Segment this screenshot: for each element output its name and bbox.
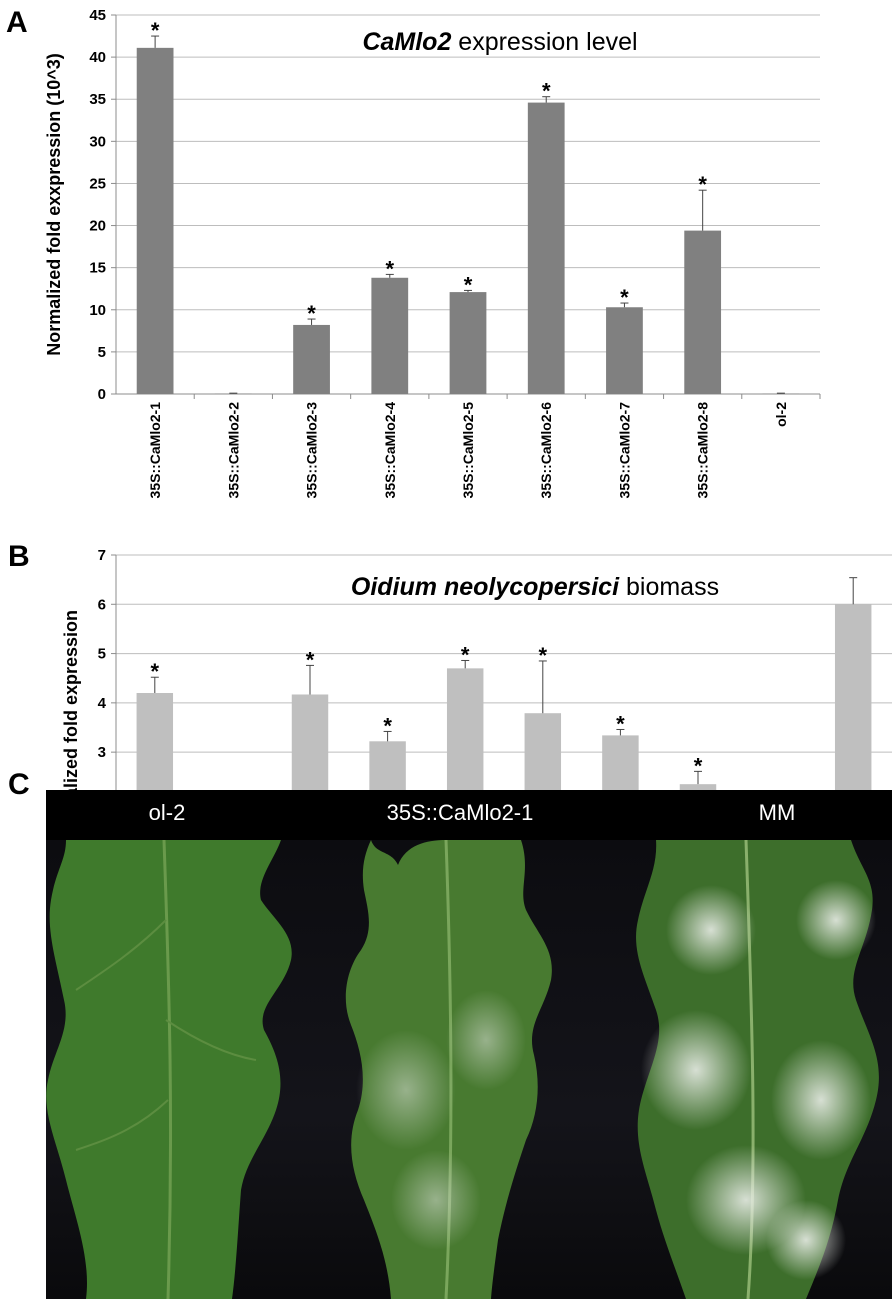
significance-star: *: [616, 711, 625, 736]
significance-star: *: [307, 301, 316, 326]
category-label: 35S::CaMlo2-2: [225, 402, 241, 499]
y-tick-label: 5: [98, 344, 106, 361]
y-tick-label: 25: [89, 175, 106, 192]
leaf-photo: [46, 840, 892, 1299]
significance-star: *: [306, 647, 315, 672]
category-label: 35S::CaMlo2-3: [304, 402, 320, 499]
y-tick-label: 30: [89, 133, 106, 150]
y-tick-label: 40: [89, 49, 106, 66]
bar: [527, 102, 565, 394]
bar: [136, 47, 174, 394]
significance-star: *: [539, 643, 548, 668]
panel-label-a: A: [6, 6, 28, 39]
bar: [293, 324, 330, 394]
significance-star: *: [698, 172, 707, 197]
y-tick-label: 5: [98, 646, 106, 663]
category-label: 35S::CaMlo2-6: [538, 402, 554, 499]
expression-chart: 0 5 10 15 20 25 30 35 40 45*35S::CaMlo2-1 35S::CaM…: [44, 7, 821, 499]
significance-star: *: [620, 285, 629, 310]
category-label: 35S::CaMlo2-1: [147, 402, 163, 499]
category-label: 35S::CaMlo2-7: [616, 402, 632, 499]
biomass-chart: 01234567*35S::CaMlo2-135S::CaMlo2-2*35S:…: [61, 547, 892, 1004]
y-tick-label: 4: [98, 695, 107, 712]
y-tick-label: 10: [89, 302, 106, 319]
photo-label-mm: MM: [758, 800, 796, 825]
y-axis-title: Normalized fold expression: [61, 610, 81, 845]
significance-star: *: [542, 79, 551, 104]
panel-label-c: C: [8, 768, 30, 801]
y-tick-label: 20: [89, 218, 106, 235]
chart-title: CaMlo2 expression level: [362, 28, 637, 56]
y-tick-label: 0: [98, 386, 106, 403]
significance-star: *: [151, 18, 160, 43]
photo-label-ol2: ol-2: [148, 800, 186, 825]
y-tick-label: 7: [98, 547, 106, 564]
photo-label-camlo2-1: 35S::CaMlo2-1: [386, 800, 534, 825]
bar: [684, 230, 722, 394]
category-label: ol-2: [773, 402, 789, 427]
y-tick-label: 45: [89, 7, 106, 24]
significance-star: *: [694, 753, 703, 778]
y-tick-label: 15: [89, 260, 106, 277]
y-tick-label: 35: [89, 91, 106, 108]
significance-star: *: [464, 272, 473, 297]
chart-title: Oidium neolycopersici biomass: [351, 573, 719, 601]
panel-label-b: B: [8, 540, 30, 573]
category-label: 35S::CaMlo2-4: [382, 402, 398, 499]
bar: [449, 292, 487, 394]
bar: [606, 307, 643, 394]
category-label: 35S::CaMlo2-5: [460, 402, 476, 499]
y-axis-title: Normalized fold exxpression (10^3): [44, 53, 64, 356]
bar: [371, 277, 409, 394]
leaf-photo-panel: ol-2 35S::CaMlo2-1 MM: [46, 790, 892, 1299]
photo-header: ol-2 35S::CaMlo2-1 MM: [46, 790, 892, 840]
y-tick-label: 6: [98, 596, 106, 613]
category-label: 35S::CaMlo2-8: [695, 402, 711, 499]
significance-star: *: [385, 256, 394, 281]
significance-star: *: [461, 642, 470, 667]
y-tick-label: 3: [98, 744, 106, 761]
significance-star: *: [383, 713, 392, 738]
significance-star: *: [151, 659, 160, 684]
